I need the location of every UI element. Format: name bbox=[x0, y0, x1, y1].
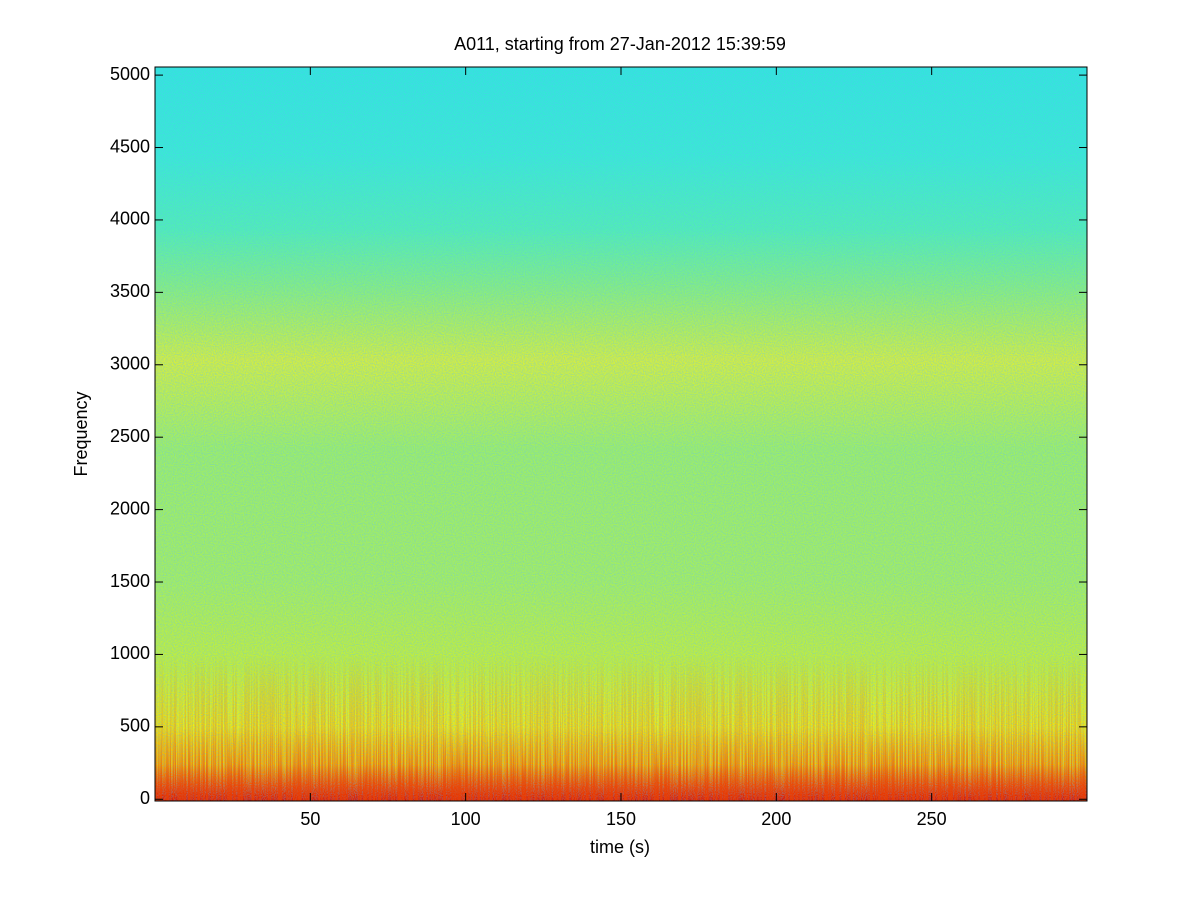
y-tick-label: 500 bbox=[120, 716, 150, 736]
y-tick-label: 2500 bbox=[110, 426, 150, 446]
y-tick-label: 4500 bbox=[110, 136, 150, 156]
y-tick-label: 0 bbox=[140, 788, 150, 808]
y-tick-label: 3000 bbox=[110, 354, 150, 374]
y-tick-label: 1500 bbox=[110, 571, 150, 591]
y-tick-label: 4000 bbox=[110, 209, 150, 229]
y-tick-label: 3500 bbox=[110, 281, 150, 301]
x-tick-label: 100 bbox=[451, 809, 481, 829]
y-tick-label: 2000 bbox=[110, 498, 150, 518]
x-tick-label: 50 bbox=[300, 809, 320, 829]
y-axis-label: Frequency bbox=[71, 391, 91, 476]
spectrogram-streaks bbox=[155, 67, 1087, 801]
x-tick-label: 200 bbox=[761, 809, 791, 829]
y-tick-label: 1000 bbox=[110, 643, 150, 663]
x-axis-label: time (s) bbox=[590, 837, 650, 857]
plot-area bbox=[155, 67, 1087, 801]
y-tick-label: 5000 bbox=[110, 64, 150, 84]
x-tick-label: 150 bbox=[606, 809, 636, 829]
chart-title: A011, starting from 27-Jan-2012 15:39:59 bbox=[454, 34, 786, 54]
x-tick-label: 250 bbox=[917, 809, 947, 829]
axes bbox=[154, 66, 1088, 802]
